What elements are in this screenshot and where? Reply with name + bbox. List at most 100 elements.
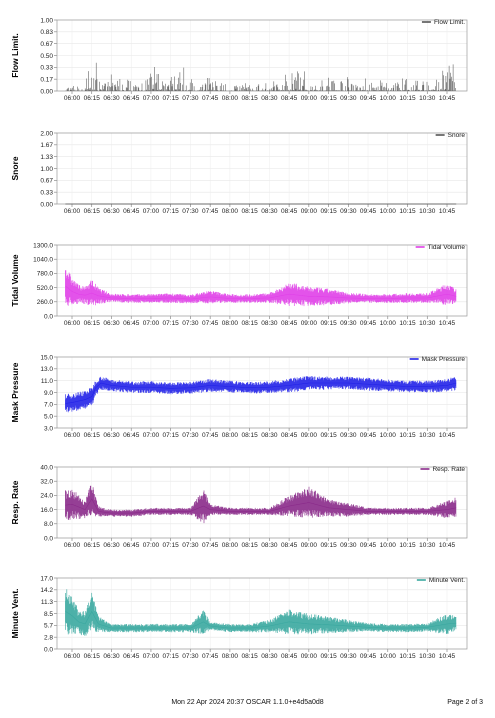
legend-label: Resp. Rate: [432, 466, 465, 473]
x-tick-label: 09:15: [320, 208, 337, 215]
y-tick-label: 16.0: [40, 507, 53, 514]
x-tick-label: 10:45: [439, 320, 456, 327]
x-tick-label: 08:45: [281, 653, 298, 660]
x-tick-label: 07:45: [202, 95, 219, 102]
series-band: [65, 589, 457, 636]
x-tick-label: 10:45: [439, 542, 456, 549]
x-tick-label: 06:00: [64, 95, 81, 102]
x-tick-label: 10:30: [419, 95, 436, 102]
x-tick-label: 07:45: [202, 208, 219, 215]
y-axis-label: Tidal Volume: [10, 254, 20, 306]
y-tick-label: 1.00: [40, 17, 53, 24]
plot-frame: [56, 577, 468, 650]
x-tick-label: 06:15: [84, 432, 101, 439]
series-spikes: [65, 62, 456, 91]
y-tick-label: 0.0: [44, 646, 53, 653]
x-tick-label: 06:30: [103, 95, 120, 102]
x-tick-label: 06:45: [123, 432, 140, 439]
y-tick-label: 0.83: [40, 29, 53, 36]
x-tick-label: 07:00: [143, 320, 160, 327]
x-tick-label: 06:30: [103, 320, 120, 327]
x-tick-label: 08:00: [222, 208, 239, 215]
x-tick-label: 10:30: [419, 653, 436, 660]
y-tick-label: 24.0: [40, 493, 53, 500]
x-tick-label: 08:00: [222, 432, 239, 439]
y-tick-label: 11.0: [41, 378, 54, 385]
x-tick-label: 09:45: [360, 95, 377, 102]
x-tick-label: 06:15: [84, 542, 101, 549]
x-tick-label: 09:45: [360, 320, 377, 327]
x-tick-label: 10:00: [380, 432, 397, 439]
y-tick-label: 0.67: [40, 41, 53, 48]
x-tick-label: 06:45: [123, 542, 140, 549]
y-tick-label: 0.17: [40, 76, 53, 83]
chart-2: 0.0 260.0 520.0 780.0 1040.0 1300.0 06:00 06:15…: [10, 242, 468, 327]
x-tick-label: 07:45: [202, 320, 219, 327]
y-tick-label: 32.0: [40, 479, 53, 486]
x-tick-label: 07:00: [143, 95, 160, 102]
x-tick-label: 09:00: [301, 542, 318, 549]
y-tick-label: 40.0: [40, 464, 53, 471]
y-tick-label: 13.0: [40, 366, 53, 373]
x-tick-label: 09:15: [320, 653, 337, 660]
x-tick-label: 09:30: [340, 542, 357, 549]
y-axis-label: Flow Limit.: [10, 33, 20, 77]
x-tick-label: 10:00: [380, 542, 397, 549]
x-tick-label: 09:30: [340, 320, 357, 327]
x-tick-label: 09:00: [301, 320, 318, 327]
x-tick-label: 06:15: [84, 95, 101, 102]
x-tick-label: 08:00: [222, 320, 239, 327]
x-tick-label: 09:00: [301, 208, 318, 215]
series-line: [65, 382, 457, 404]
y-tick-label: 17.0: [40, 575, 53, 582]
footer-report-info: Mon 22 Apr 2024 20:37 OSCAR 1.1.0+e4d5a0…: [171, 699, 324, 706]
x-tick-label: 08:15: [241, 320, 258, 327]
x-tick-label: 07:00: [143, 432, 160, 439]
y-tick-label: 1.67: [40, 142, 53, 149]
x-tick-label: 08:30: [261, 542, 278, 549]
x-tick-label: 08:45: [281, 95, 298, 102]
y-tick-label: 0.00: [40, 88, 53, 95]
x-tick-label: 08:45: [281, 208, 298, 215]
x-tick-label: 10:45: [439, 95, 456, 102]
legend-label: Tidal Volume: [428, 244, 466, 251]
x-tick-label: 09:45: [360, 653, 377, 660]
legend-label: Snore: [448, 132, 466, 139]
y-tick-label: 0.0: [44, 535, 53, 542]
x-tick-label: 08:30: [261, 432, 278, 439]
footer-page-number: Page 2 of 3: [447, 699, 483, 706]
y-tick-label: 0.50: [40, 53, 53, 60]
x-tick-label: 07:30: [182, 653, 199, 660]
x-tick-label: 10:00: [380, 95, 397, 102]
x-tick-label: 06:30: [103, 432, 120, 439]
y-tick-label: 0.67: [40, 178, 53, 185]
x-tick-label: 10:15: [399, 653, 416, 660]
x-tick-label: 08:30: [261, 653, 278, 660]
x-tick-label: 10:15: [399, 432, 416, 439]
x-tick-label: 10:30: [419, 208, 436, 215]
x-tick-label: 08:00: [222, 542, 239, 549]
plot-frame: [56, 356, 468, 429]
x-tick-label: 09:30: [340, 653, 357, 660]
x-tick-label: 06:45: [123, 320, 140, 327]
y-tick-label: 9.0: [44, 390, 53, 397]
y-tick-label: 7.0: [44, 402, 53, 409]
x-tick-label: 06:30: [103, 653, 120, 660]
x-tick-label: 07:15: [163, 208, 180, 215]
x-tick-label: 06:45: [123, 95, 140, 102]
x-tick-label: 10:00: [380, 653, 397, 660]
y-tick-label: 0.00: [40, 201, 53, 208]
legend-label: Flow Limit.: [434, 19, 465, 26]
x-tick-label: 09:15: [320, 95, 337, 102]
y-tick-label: 1040.0: [33, 257, 53, 264]
y-tick-label: 780.0: [37, 271, 54, 278]
x-tick-label: 07:30: [182, 542, 199, 549]
y-tick-label: 1.00: [40, 166, 53, 173]
x-tick-label: 07:00: [143, 542, 160, 549]
y-tick-label: 5.7: [44, 623, 53, 630]
x-tick-label: 10:00: [380, 320, 397, 327]
x-tick-label: 08:30: [261, 320, 278, 327]
x-tick-label: 10:45: [439, 208, 456, 215]
